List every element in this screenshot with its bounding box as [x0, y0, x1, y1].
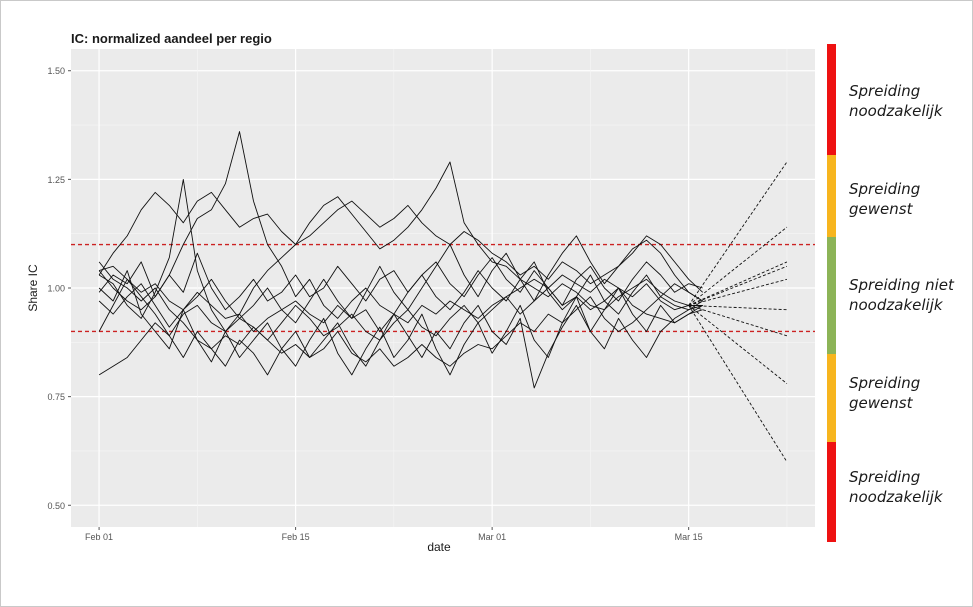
- grid-lines: [71, 49, 815, 527]
- y-tick-label: 0.50: [47, 501, 65, 511]
- zone-bar: [827, 442, 836, 542]
- x-tick-label: Mar 15: [675, 532, 703, 542]
- forecast-line: [688, 304, 788, 337]
- zone-bar: [827, 354, 836, 442]
- x-tick-label: Feb 01: [85, 532, 113, 542]
- y-tick-label: 1.25: [47, 175, 65, 185]
- zone-bar: [827, 44, 836, 155]
- zone-label: Spreiding noodzakelijk: [849, 82, 943, 120]
- zone-label: Spreiding niet noodzakelijk: [849, 276, 954, 314]
- reference-lines: [71, 243, 815, 333]
- zone-bar: [827, 237, 836, 354]
- forecast-line: [688, 161, 788, 306]
- y-axis-label: Share IC: [26, 264, 40, 312]
- forecast-lines: [688, 161, 788, 463]
- zone-bar: [827, 155, 836, 237]
- series-line: [98, 287, 703, 376]
- zone-label: Spreiding gewenst: [849, 374, 921, 412]
- series-lines: [98, 131, 704, 389]
- forecast-line: [688, 265, 788, 306]
- forecast-line: [688, 278, 788, 306]
- series-line: [98, 261, 703, 367]
- series-line: [98, 161, 703, 332]
- x-tick-label: Feb 15: [282, 532, 310, 542]
- forecast-line: [688, 305, 788, 384]
- forecast-line: [688, 226, 788, 306]
- series-line: [98, 191, 704, 293]
- zone-label: Spreiding gewenst: [849, 180, 921, 218]
- series-line: [98, 235, 703, 328]
- y-tick-label: 0.75: [47, 392, 65, 402]
- y-tick-label: 1.50: [47, 66, 65, 76]
- series-line: [98, 278, 703, 389]
- x-tick-label: Mar 01: [478, 532, 506, 542]
- series-line: [98, 252, 703, 311]
- forecast-line: [688, 304, 787, 311]
- x-axis-label: date: [427, 540, 451, 554]
- y-axis: 0.50 0.75 1.00 1.25 1.50: [47, 66, 71, 511]
- series-line: [98, 131, 703, 319]
- forecast-line: [688, 261, 788, 306]
- y-tick-label: 1.00: [47, 284, 65, 294]
- zone-label: Spreiding noodzakelijk: [849, 468, 943, 506]
- series-line: [98, 270, 703, 376]
- chart-title: IC: normalized aandeel per regio: [71, 31, 272, 46]
- x-axis: Feb 01 Feb 15 Mar 01 Mar 15: [85, 527, 703, 542]
- forecast-line: [688, 305, 788, 463]
